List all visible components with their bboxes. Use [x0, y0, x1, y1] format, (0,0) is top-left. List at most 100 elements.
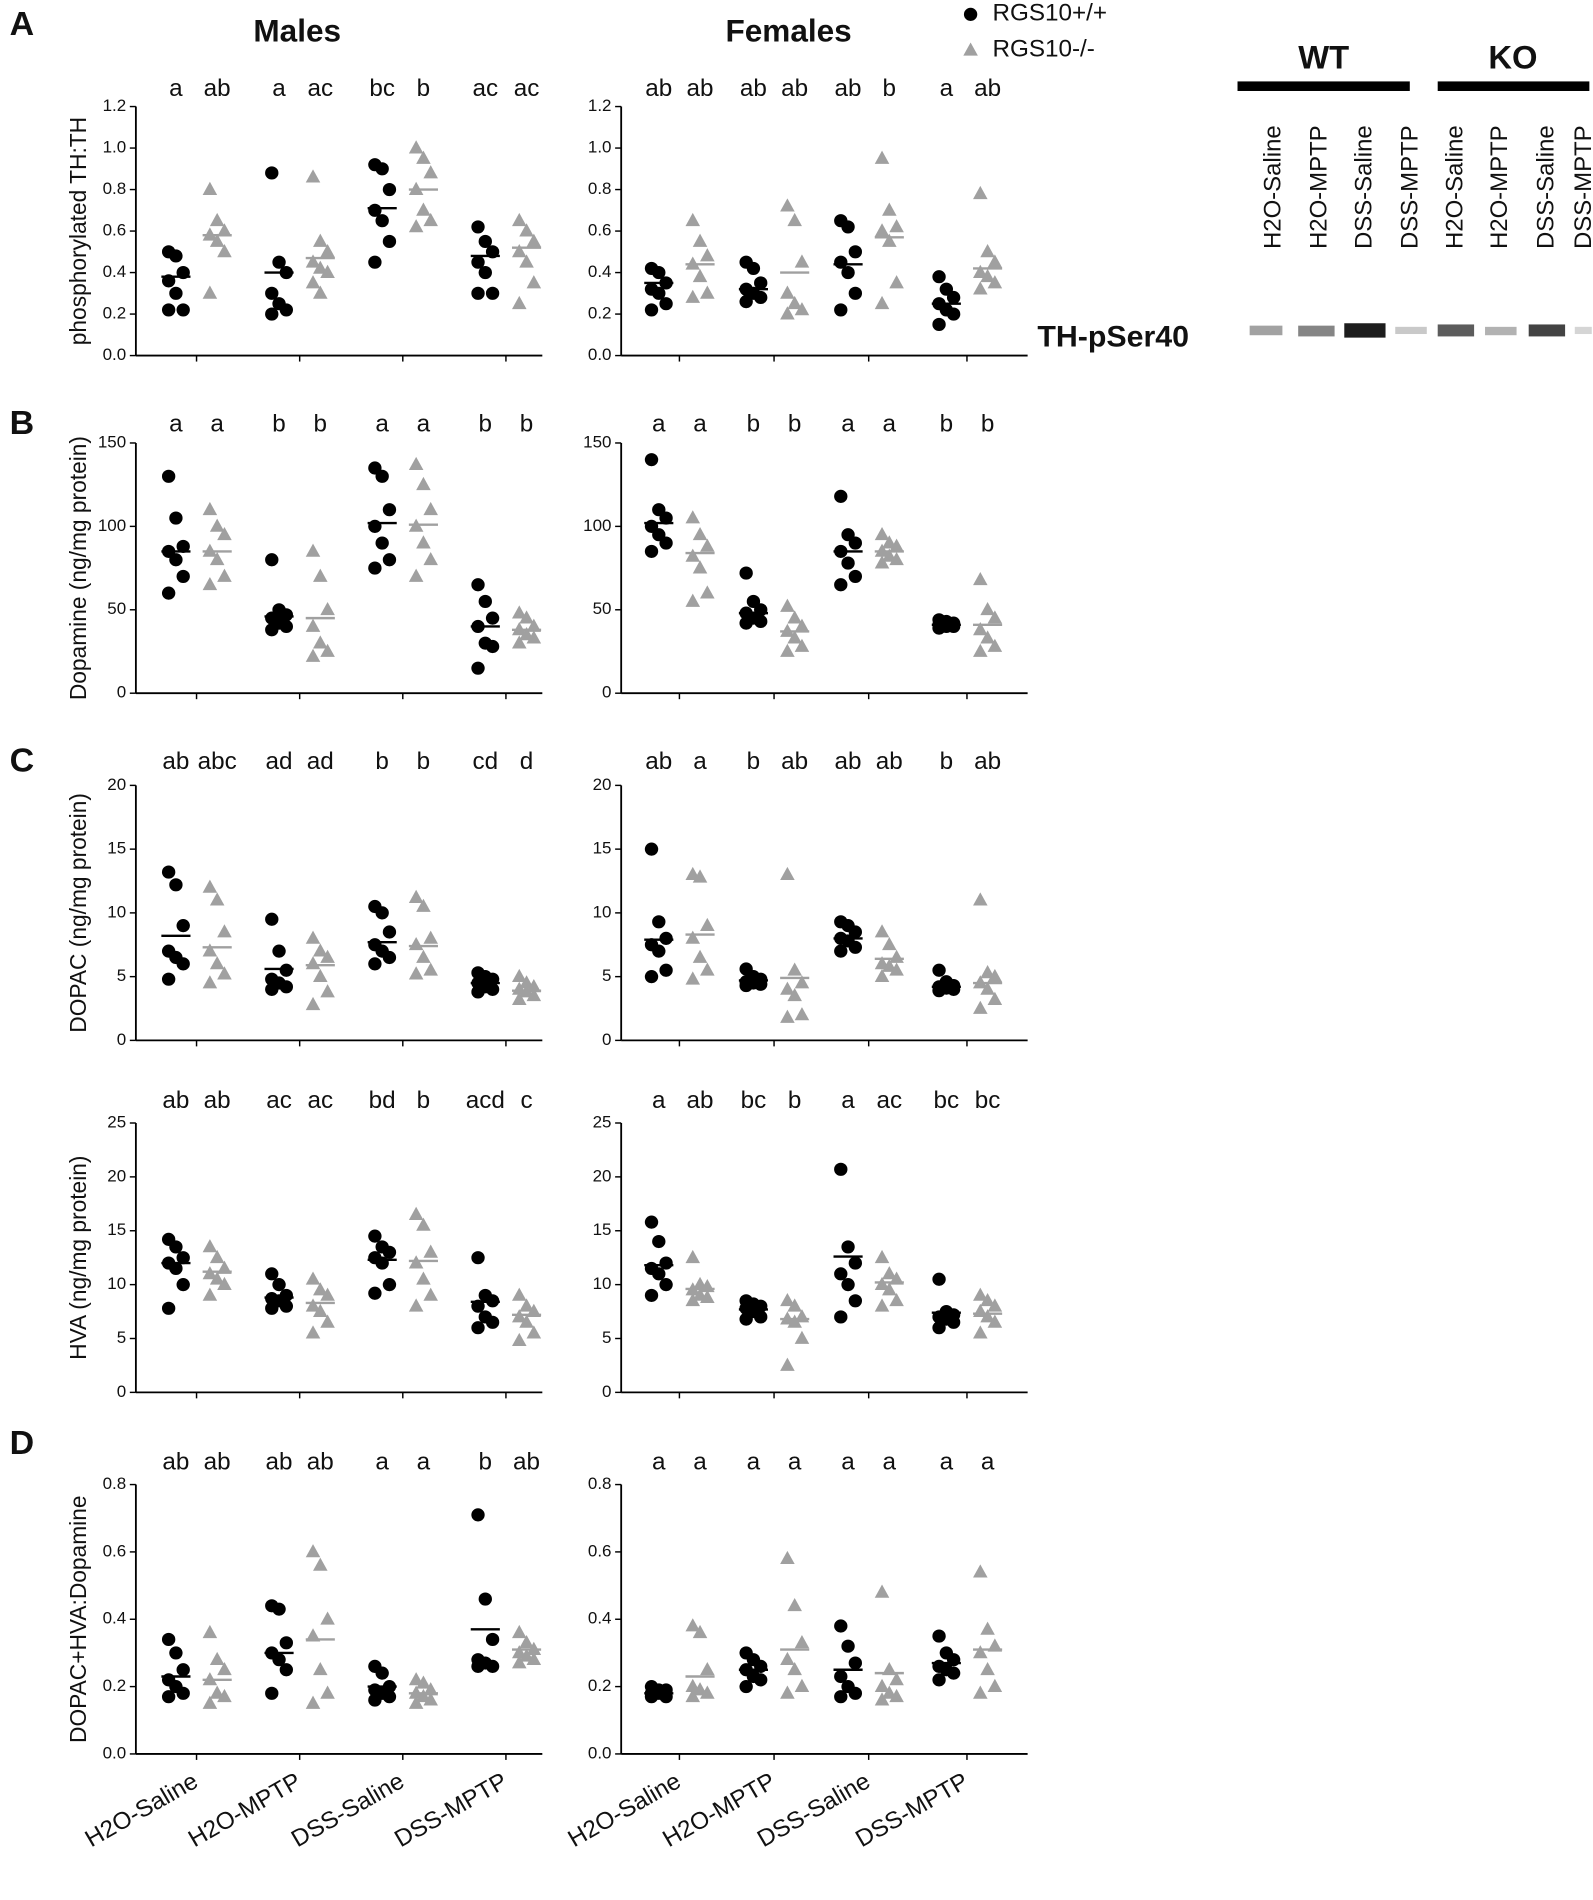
data-point — [882, 958, 897, 972]
data-point — [987, 1638, 1003, 1652]
significance-letter: a — [375, 410, 389, 437]
data-point — [754, 276, 768, 290]
data-point — [841, 265, 855, 280]
data-point — [217, 568, 232, 582]
data-point — [305, 275, 321, 289]
y-tick-label: 15 — [107, 1220, 126, 1239]
significance-letter: ab — [687, 1087, 714, 1114]
data-point — [980, 244, 995, 258]
y-tick-label: 50 — [107, 599, 126, 618]
data-point — [279, 963, 294, 977]
data-point — [423, 1692, 438, 1706]
data-point — [700, 1685, 715, 1699]
data-point — [980, 630, 995, 644]
data-point — [169, 1646, 183, 1660]
lane-label: H2O-MPTP — [1486, 125, 1513, 249]
significance-letter: b — [520, 410, 533, 437]
data-point — [889, 219, 904, 233]
y-tick-label: 150 — [583, 432, 611, 451]
data-point — [368, 1693, 382, 1707]
y-tick-label: 100 — [98, 516, 126, 535]
data-point — [874, 1584, 890, 1598]
data-point — [478, 1592, 492, 1606]
data-point — [834, 1310, 848, 1324]
significance-letter: ab — [204, 1087, 231, 1114]
data-point — [932, 621, 946, 635]
significance-letter: ac — [307, 75, 333, 102]
data-point — [368, 561, 382, 575]
y-tick-label: 1.2 — [588, 96, 612, 115]
significance-letter: ab — [645, 75, 672, 102]
data-point — [161, 972, 176, 986]
lane-label: H2O-MPTP — [1305, 125, 1332, 249]
data-point — [313, 968, 328, 983]
data-point — [209, 892, 225, 906]
data-point — [848, 1686, 863, 1700]
blot-group: WT — [1298, 40, 1349, 76]
data-point — [320, 1314, 335, 1328]
y-tick-label: 5 — [602, 966, 611, 985]
data-point — [794, 302, 810, 316]
significance-letter: abc — [198, 748, 237, 775]
data-point — [313, 260, 328, 274]
data-point — [685, 971, 701, 985]
data-point — [980, 965, 995, 979]
data-point — [375, 1666, 389, 1680]
data-point — [659, 1278, 673, 1292]
significance-letter: ab — [740, 75, 767, 102]
data-point — [644, 453, 659, 467]
data-point — [787, 962, 802, 976]
data-point — [973, 281, 988, 295]
data-point — [305, 996, 321, 1011]
significance-letter: a — [417, 410, 431, 437]
data-point — [320, 1611, 335, 1625]
data-point — [408, 1672, 424, 1686]
data-point — [265, 1686, 279, 1700]
panel-title: Males — [253, 14, 341, 49]
data-point — [987, 275, 1003, 289]
data-point — [416, 202, 431, 216]
data-point — [973, 1645, 988, 1659]
data-point — [746, 261, 761, 276]
data-point — [787, 1597, 802, 1612]
y-tick-label: 15 — [593, 839, 612, 858]
y-tick-label: 25 — [593, 1113, 612, 1132]
data-point — [217, 223, 232, 237]
data-point — [700, 248, 715, 262]
data-point — [511, 212, 527, 227]
data-point — [780, 198, 795, 212]
data-point — [272, 1602, 286, 1616]
data-point — [169, 878, 183, 892]
blot-band — [1395, 326, 1427, 335]
data-point — [874, 526, 890, 541]
data-point — [382, 1690, 397, 1704]
significance-letter: ab — [513, 1448, 540, 1475]
data-point — [526, 1325, 542, 1339]
blot-label: TH-pSer40 — [1037, 321, 1189, 354]
significance-letter: a — [747, 1448, 761, 1475]
data-point — [754, 1673, 768, 1687]
significance-letter: bd — [369, 1087, 396, 1114]
data-point — [265, 982, 279, 996]
data-point — [882, 233, 897, 247]
y-tick-label: 0.8 — [588, 179, 612, 198]
data-point — [471, 661, 485, 675]
data-point — [511, 1624, 527, 1639]
significance-letter: a — [981, 1448, 995, 1475]
significance-letter: a — [652, 410, 666, 437]
data-point — [889, 949, 904, 963]
data-point — [408, 966, 424, 980]
blot-band — [1344, 323, 1386, 338]
data-point — [313, 1303, 328, 1317]
y-tick-label: 0.6 — [103, 1541, 127, 1560]
y-tick-label: 0.0 — [103, 345, 127, 364]
data-point — [209, 212, 225, 227]
data-point — [700, 1289, 715, 1303]
y-tick-label: 5 — [117, 966, 126, 985]
x-tick-label: DSS-Saline — [287, 1768, 409, 1853]
data-point — [305, 930, 321, 944]
significance-letter: b — [788, 1087, 801, 1114]
data-point — [987, 254, 1003, 268]
data-point — [265, 553, 279, 567]
data-point — [644, 842, 659, 856]
